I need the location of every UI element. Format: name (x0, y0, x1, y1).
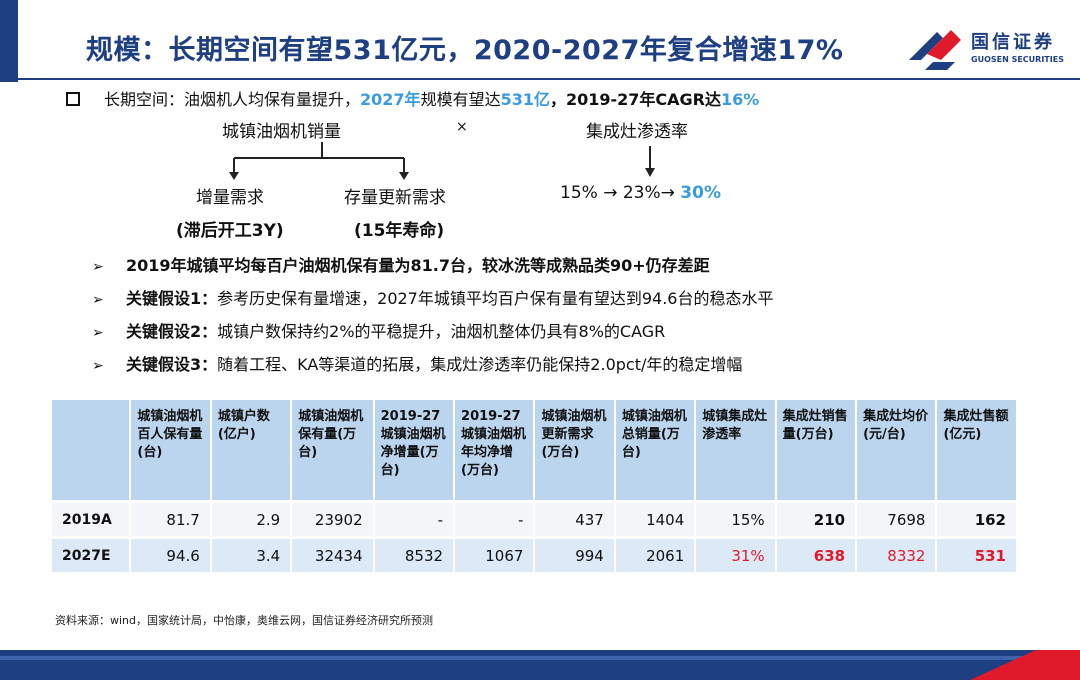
bullet-text: 随着工程、KA等渠道的拓展，集成灶渗透率仍能保持2.0pct/年的稳定增幅 (217, 355, 743, 374)
diagram-replacement-note: (15年寿命) (354, 221, 445, 241)
row-label: 2019A (52, 503, 132, 536)
guosen-logo: 国信证券 GUOSEN SECURITIES (903, 26, 1064, 74)
table-header: 集成灶售额(亿元) (936, 400, 1018, 500)
table-cell: 437 (534, 503, 616, 536)
footer-stripe (0, 656, 1080, 660)
summary-value: 531亿 (500, 90, 550, 109)
table-header: 城镇集成灶渗透率 (695, 400, 777, 500)
list-item: ➢ 关键假设2：城镇户数保持约2%的平稳提升，油烟机整体仍具有8%的CAGR (92, 318, 774, 351)
table-header: 2019-27城镇油烟机年均净增(万台) (454, 400, 536, 500)
table-cell: 638 (775, 539, 858, 572)
table-cell: 1404 (614, 503, 697, 536)
bullet-lead: 关键假设3： (126, 355, 218, 374)
table-header-row: 城镇油烟机百人保有量(台) 城镇户数(亿户) 城镇油烟机保有量(万台) 2019… (52, 400, 1018, 500)
list-item: ➢ 关键假设1：参考历史保有量增速，2027年城镇平均百户保有量有望达到94.6台… (92, 285, 774, 318)
bullet-lead: 关键假设1： (126, 289, 218, 308)
bullet-text: 2019年城镇平均每百户油烟机保有量为81.7台，较冰洗等成熟品类90+仍存差距 (126, 256, 710, 275)
table-header: 城镇油烟机总销量(万台) (614, 400, 697, 500)
arrow-bullet-icon: ➢ (92, 292, 104, 308)
summary-year: 2027年 (360, 90, 421, 109)
diagram-incremental-demand: 增量需求 (196, 188, 264, 208)
table-cell: 94.6 (130, 539, 212, 572)
table-row: 2019A 81.7 2.9 23902 - - 437 1404 15% 21… (52, 503, 1018, 536)
summary-suffix: ，2019-27年CAGR达 (549, 90, 722, 109)
diagram-multiply-sign: × (456, 119, 468, 135)
arrow-bullet-icon: ➢ (92, 259, 104, 275)
table-header: 城镇油烟机百人保有量(台) (130, 400, 212, 500)
bullet-text: 参考历史保有量增速，2027年城镇平均百户保有量有望达到94.6台的稳态水平 (217, 289, 774, 308)
diagram-sales-label: 城镇油烟机销量 (222, 122, 341, 142)
table-cell: 32434 (291, 539, 375, 572)
list-item: ➢ 2019年城镇平均每百户油烟机保有量为81.7台，较冰洗等成熟品类90+仍存差… (92, 252, 774, 285)
table-header: 2019-27城镇油烟机净增量(万台) (373, 400, 456, 500)
list-item: ➢ 关键假设3：随着工程、KA等渠道的拓展，集成灶渗透率仍能保持2.0pct/年的… (92, 351, 774, 384)
logo-name-cn: 国信证券 (971, 32, 1055, 53)
table-header: 集成灶均价(元/台) (856, 400, 938, 500)
table-cell: - (373, 503, 456, 536)
table-header: 集成灶销售量(万台) (775, 400, 858, 500)
diagram-penetration-label: 集成灶渗透率 (586, 122, 688, 142)
table-cell: 81.7 (130, 503, 212, 536)
table-cell: 2061 (614, 539, 697, 572)
table-cell: 994 (534, 539, 616, 572)
bullet-lead: 关键假设2： (126, 322, 218, 341)
logo-name-en: GUOSEN SECURITIES (971, 55, 1064, 64)
logo-mark-icon (909, 30, 961, 70)
assumption-list: ➢ 2019年城镇平均每百户油烟机保有量为81.7台，较冰洗等成熟品类90+仍存差… (92, 252, 774, 384)
table-row: 2027E 94.6 3.4 32434 8532 1067 994 2061 … (52, 539, 1018, 572)
summary-prefix: 长期空间：油烟机人均保有量提升， (104, 90, 361, 109)
diagram-incremental-note: (滞后开工3Y) (176, 221, 284, 241)
table-cell: 210 (775, 503, 858, 536)
footer-bar (0, 650, 1080, 680)
table-cell: 7698 (856, 503, 938, 536)
bullet-text: 城镇户数保持约2%的平稳提升，油烟机整体仍具有8%的CAGR (217, 322, 666, 341)
table-cell: 162 (936, 503, 1018, 536)
table-cell: 31% (695, 539, 777, 572)
summary-cagr: 16% (721, 90, 760, 109)
table-cell: 3.4 (210, 539, 293, 572)
forecast-table: 城镇油烟机百人保有量(台) 城镇户数(亿户) 城镇油烟机保有量(万台) 2019… (52, 400, 1018, 572)
title-divider (18, 78, 1080, 80)
penetration-final-value: 30% (680, 183, 721, 203)
table-cell: 15% (695, 503, 777, 536)
table-header (52, 400, 132, 500)
table-cell: 8332 (856, 539, 938, 572)
source-note: 资料来源：wind，国家统计局，中怡康，奥维云网，国信证券经济研究所预测 (55, 614, 434, 627)
row-label: 2027E (52, 539, 132, 572)
summary-mid: 规模有望达 (420, 90, 501, 109)
table-cell: 23902 (291, 503, 375, 536)
table-cell: 2.9 (210, 503, 293, 536)
slide-title: 规模：长期空间有望531亿元，2020-2027年复合增速17% (86, 35, 844, 66)
diagram-penetration-path: 15% → 23%→ 30% (560, 183, 721, 203)
arrow-bullet-icon: ➢ (92, 325, 104, 341)
table-cell: 1067 (454, 539, 536, 572)
diagram-replacement-demand: 存量更新需求 (344, 188, 446, 208)
title-accent-bar (0, 0, 18, 82)
diagram-connectors (229, 142, 655, 180)
square-bullet-icon (66, 91, 80, 106)
table-cell: 8532 (373, 539, 456, 572)
table-cell: - (454, 503, 536, 536)
penetration-path-values: 15% → 23%→ (560, 183, 681, 203)
table-header: 城镇户数(亿户) (210, 400, 293, 500)
table-header: 城镇油烟机保有量(万台) (291, 400, 375, 500)
arrow-bullet-icon: ➢ (92, 358, 104, 374)
table-header: 城镇油烟机更新需求(万台) (534, 400, 616, 500)
table-cell: 531 (936, 539, 1018, 572)
summary-line: 长期空间：油烟机人均保有量提升，2027年规模有望达531亿，2019-27年C… (66, 86, 759, 110)
